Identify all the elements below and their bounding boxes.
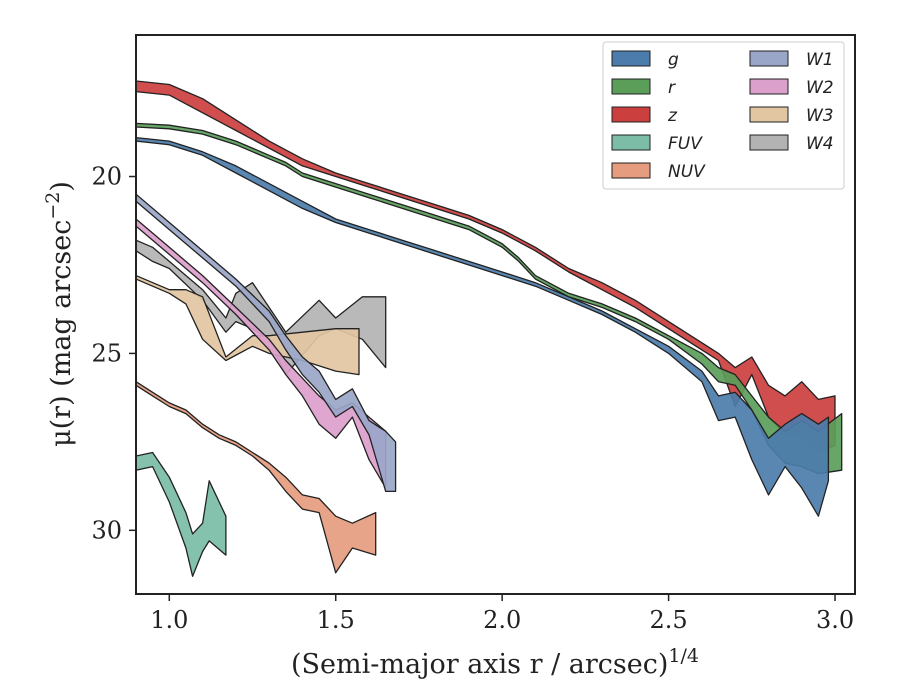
legend-swatch-w1 (749, 50, 789, 67)
legend-swatch-w4 (749, 134, 789, 151)
legend-label-w2: W2 (806, 78, 834, 98)
series-band-w1 (136, 193, 397, 493)
legend-swatch-w3 (749, 106, 789, 123)
y-axis-label-exponent: −2 (42, 192, 64, 220)
series-bands (136, 80, 843, 577)
legend-swatch-r (611, 78, 651, 95)
series-band-fuv (136, 451, 227, 577)
x-tick-label: 2.0 (483, 606, 521, 634)
y-tick-label: 25 (91, 339, 122, 367)
x-axis-label-exponent: 1/4 (668, 645, 699, 667)
y-tick-label: 30 (91, 516, 122, 544)
legend-swatch-z (611, 106, 651, 123)
series-band-g (136, 136, 830, 517)
legend: grz FUV NUV W1 W2 W3 W4 (602, 41, 845, 190)
legend-swatch-fuv (611, 134, 651, 151)
legend-label-w1: W1 (806, 50, 834, 70)
legend-label-z: z (667, 106, 678, 126)
legend-label-w3: W3 (806, 106, 834, 126)
x-axis-label: (Semi-major axis r / arcsec)1/4 (291, 645, 699, 680)
legend-label-r: r (668, 78, 676, 98)
legend-label-w4: W4 (806, 134, 834, 154)
legend-swatch-nuv (611, 162, 651, 179)
legend-label-fuv: FUV (668, 134, 703, 154)
y-axis-ticks: 20 25 30 (91, 163, 136, 544)
series-band-nuv (136, 381, 377, 574)
y-axis-label-close: ) (46, 181, 77, 192)
series-band-w3 (136, 274, 360, 376)
y-tick-label: 20 (91, 163, 122, 191)
x-tick-label: 3.0 (816, 606, 854, 634)
x-axis-label-main: (Semi-major axis r / arcsec) (291, 649, 668, 680)
legend-swatch-w2 (749, 78, 789, 95)
legend-label-g: g (668, 50, 679, 70)
x-tick-label: 1.0 (150, 606, 188, 634)
x-tick-label: 1.5 (317, 606, 355, 634)
y-axis-label-main: μ(r) (mag arcsec (46, 220, 77, 447)
x-tick-label: 2.5 (650, 606, 688, 634)
legend-swatch-g (611, 50, 651, 67)
x-axis-ticks: 1.0 1.5 2.0 2.5 3.0 (150, 594, 854, 634)
y-axis-label: μ(r) (mag arcsec−2) (42, 181, 77, 447)
plot-frame (135, 34, 856, 595)
legend-label-nuv: NUV (668, 162, 706, 182)
